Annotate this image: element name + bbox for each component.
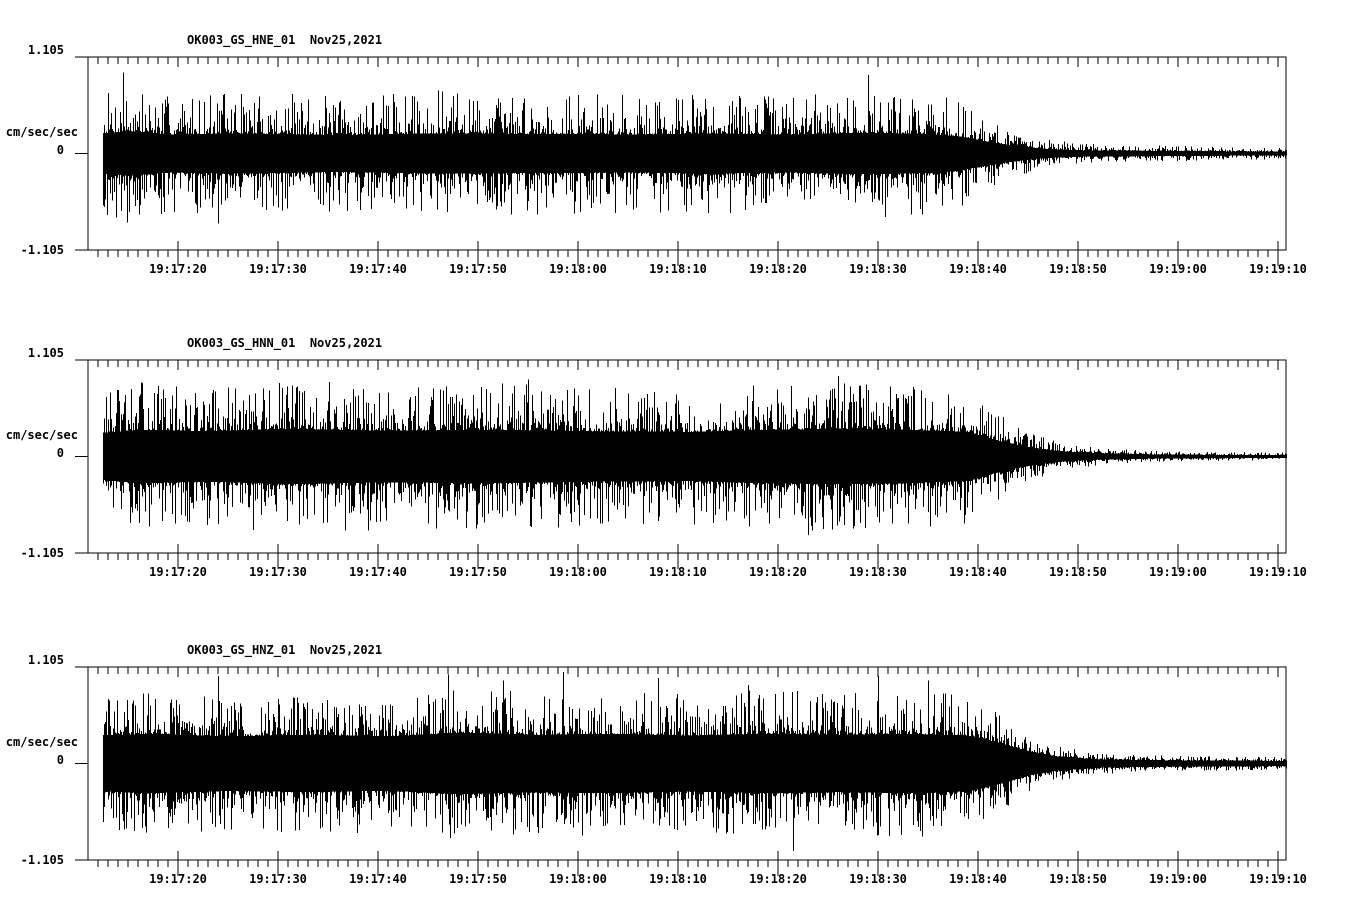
y-tick-label-zero: 0 bbox=[56, 753, 64, 767]
x-tick-label: 19:19:00 bbox=[1149, 565, 1207, 579]
x-tick-label: 19:18:20 bbox=[749, 872, 807, 886]
x-tick-label: 19:18:10 bbox=[649, 872, 707, 886]
x-axis-tick-labels: 19:17:20 19:17:30 19:17:40 19:17:50 19:18:00… bbox=[0, 261, 1358, 277]
x-tick-label: 19:18:50 bbox=[1049, 565, 1107, 579]
y-tick-label-min: -1.105 bbox=[20, 546, 64, 560]
x-tick-label: 19:18:40 bbox=[949, 262, 1007, 276]
x-tick-label: 19:19:10 bbox=[1249, 565, 1307, 579]
x-tick-label: 19:18:10 bbox=[649, 565, 707, 579]
x-tick-label: 19:18:20 bbox=[749, 262, 807, 276]
y-tick-label-zero: 0 bbox=[56, 446, 64, 460]
x-tick-label: 19:18:40 bbox=[949, 872, 1007, 886]
panel-title: OK003_GS_HNE_01 Nov25,2021 bbox=[187, 33, 383, 47]
x-tick-label: 19:17:20 bbox=[149, 872, 207, 886]
x-tick-label: 19:17:20 bbox=[149, 262, 207, 276]
panel-title: OK003_GS_HNZ_01 Nov25,2021 bbox=[187, 643, 383, 657]
x-tick-label: 19:19:00 bbox=[1149, 872, 1207, 886]
x-tick-label: 19:17:50 bbox=[449, 565, 507, 579]
y-tick-label-min: -1.105 bbox=[20, 243, 64, 257]
x-tick-label: 19:18:30 bbox=[849, 565, 907, 579]
seismogram-panel-hnz: OK003_GS_HNZ_01 Nov25,2021 1.105 cm/sec/… bbox=[0, 610, 1358, 918]
x-tick-label: 19:18:30 bbox=[849, 872, 907, 886]
x-tick-label: 19:17:30 bbox=[249, 565, 307, 579]
x-tick-label: 19:18:50 bbox=[1049, 872, 1107, 886]
x-tick-label: 19:19:10 bbox=[1249, 872, 1307, 886]
x-tick-label: 19:17:30 bbox=[249, 872, 307, 886]
x-tick-label: 19:18:50 bbox=[1049, 262, 1107, 276]
y-axis-unit-label: cm/sec/sec bbox=[5, 428, 78, 442]
y-tick-label-max: 1.105 bbox=[27, 653, 64, 667]
y-tick-label-zero: 0 bbox=[56, 143, 64, 157]
x-tick-label: 19:17:40 bbox=[349, 872, 407, 886]
x-tick-label: 19:19:10 bbox=[1249, 262, 1307, 276]
y-tick-label-min: -1.105 bbox=[20, 853, 64, 867]
x-tick-label: 19:19:00 bbox=[1149, 262, 1207, 276]
x-tick-label: 19:17:40 bbox=[349, 565, 407, 579]
x-tick-label: 19:18:10 bbox=[649, 262, 707, 276]
panel-title: OK003_GS_HNN_01 Nov25,2021 bbox=[187, 336, 383, 350]
x-tick-label: 19:18:30 bbox=[849, 262, 907, 276]
y-tick-label-max: 1.105 bbox=[27, 346, 64, 360]
waveform-plot-hnn bbox=[75, 359, 1287, 569]
x-tick-label: 19:17:50 bbox=[449, 872, 507, 886]
y-tick-label-max: 1.105 bbox=[27, 43, 64, 57]
seismogram-panel-hne: OK003_GS_HNE_01 Nov25,2021 1.105 cm/sec/… bbox=[0, 0, 1358, 308]
x-axis-tick-labels: 19:17:20 19:17:30 19:17:40 19:17:50 19:18:00… bbox=[0, 871, 1358, 887]
x-tick-label: 19:18:40 bbox=[949, 565, 1007, 579]
x-tick-label: 19:17:30 bbox=[249, 262, 307, 276]
waveform-plot-hnz bbox=[75, 666, 1287, 876]
y-axis-unit-label: cm/sec/sec bbox=[5, 125, 78, 139]
waveform-plot-hne bbox=[75, 56, 1287, 266]
x-axis-tick-labels: 19:17:20 19:17:30 19:17:40 19:17:50 19:18:00… bbox=[0, 564, 1358, 580]
x-tick-label: 19:18:20 bbox=[749, 565, 807, 579]
x-tick-label: 19:18:00 bbox=[549, 872, 607, 886]
y-axis-unit-label: cm/sec/sec bbox=[5, 735, 78, 749]
seismogram-panel-hnn: OK003_GS_HNN_01 Nov25,2021 1.105 cm/sec/… bbox=[0, 303, 1358, 611]
x-tick-label: 19:18:00 bbox=[549, 565, 607, 579]
x-tick-label: 19:17:20 bbox=[149, 565, 207, 579]
x-tick-label: 19:17:50 bbox=[449, 262, 507, 276]
x-tick-label: 19:18:00 bbox=[549, 262, 607, 276]
x-tick-label: 19:17:40 bbox=[349, 262, 407, 276]
